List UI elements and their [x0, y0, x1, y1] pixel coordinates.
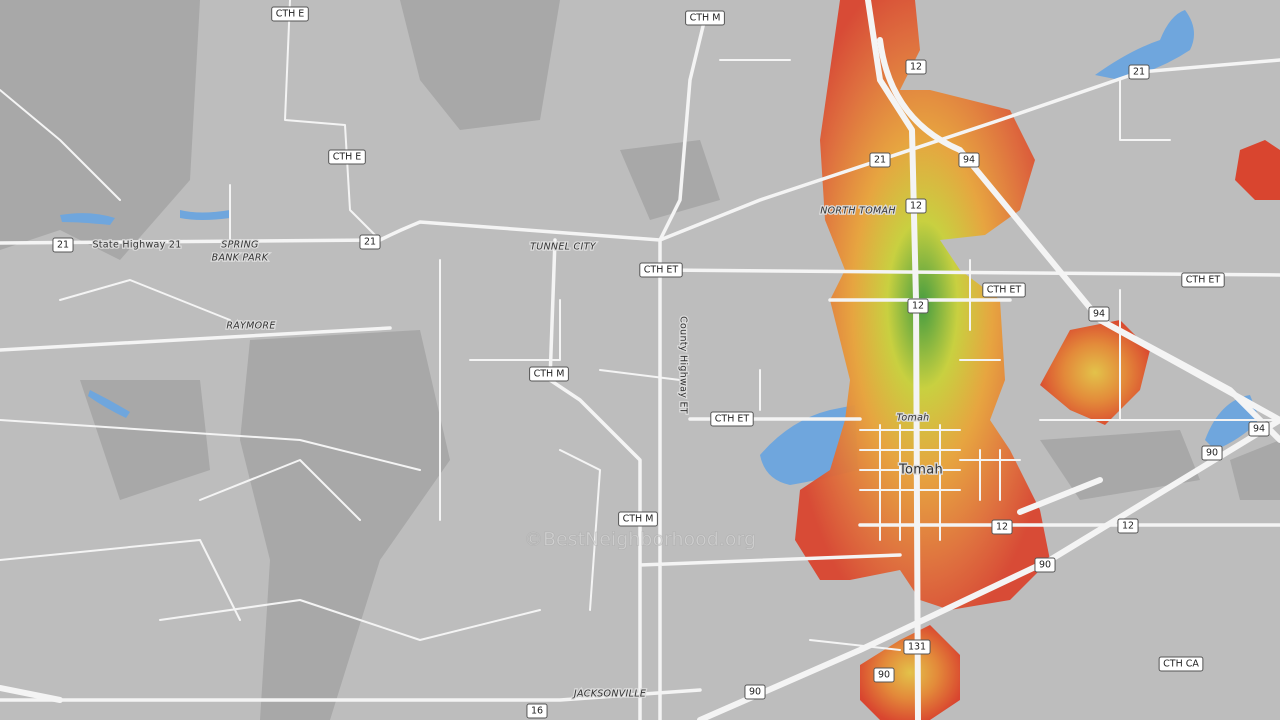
- shield-label: CTH ET: [1186, 275, 1221, 286]
- road-shield: CTH M: [618, 511, 658, 527]
- road-shield: CTH E: [271, 6, 309, 22]
- road-shield: CTH M: [529, 366, 569, 382]
- road-shield: CTH ET: [982, 282, 1026, 298]
- shield-label: 21: [364, 237, 376, 248]
- shield-label: 12: [1122, 521, 1134, 532]
- shield-box: [1088, 306, 1110, 322]
- road-shield: 21: [52, 237, 74, 253]
- place-label: County Highway ET: [678, 316, 689, 414]
- shield-box: [869, 152, 891, 168]
- place-label: SPRING: [221, 240, 258, 251]
- shield-label: 90: [878, 670, 890, 681]
- shield-box: [618, 511, 658, 527]
- shield-label: 94: [1253, 424, 1265, 435]
- shield-label: 16: [531, 706, 543, 717]
- shield-label: 131: [908, 642, 926, 653]
- road-shield: 21: [869, 152, 891, 168]
- road-shield: 90: [1201, 445, 1223, 461]
- road-shield: 16: [526, 703, 548, 719]
- road-shield: 21: [359, 234, 381, 250]
- shield-box: [710, 411, 754, 427]
- shield-label: CTH CA: [1163, 659, 1199, 670]
- shield-box: [873, 667, 895, 683]
- road-shield: 94: [1088, 306, 1110, 322]
- road-shield: 94: [1248, 421, 1270, 437]
- place-label: NORTH TOMAH: [820, 206, 896, 217]
- shield-label: 21: [874, 155, 886, 166]
- road-shield: CTH M: [685, 10, 725, 26]
- shield-box: [907, 298, 929, 314]
- shield-label: 90: [1039, 560, 1051, 571]
- shield-box: [958, 152, 980, 168]
- road-shield: 131: [903, 639, 931, 655]
- place-label: BANK PARK: [212, 253, 269, 264]
- city-label: Tomah: [898, 463, 943, 478]
- shield-box: [903, 639, 931, 655]
- road-shield: 12: [905, 59, 927, 75]
- road-shield: 21: [1128, 64, 1150, 80]
- place-label: Tomah: [896, 413, 929, 424]
- shield-label: 12: [996, 522, 1008, 533]
- road-shield: 12: [905, 198, 927, 214]
- shield-label: 12: [910, 201, 922, 212]
- shield-box: [52, 237, 74, 253]
- shield-box: [905, 198, 927, 214]
- road-shield: 90: [744, 684, 766, 700]
- road-shield: CTH CA: [1158, 656, 1204, 672]
- shield-box: [526, 703, 548, 719]
- place-labels: State Highway 21 SPRING BANK PARK TUNNEL…: [91, 204, 944, 701]
- place-label: State Highway 21: [92, 240, 181, 251]
- shield-box: [1117, 518, 1139, 534]
- shield-box: [905, 59, 927, 75]
- road-shield: CTH ET: [1181, 272, 1225, 288]
- shield-label: 90: [749, 687, 761, 698]
- shield-box: [328, 149, 366, 165]
- road-shield: 94: [958, 152, 980, 168]
- shield-label: CTH E: [276, 9, 305, 20]
- shield-box: [359, 234, 381, 250]
- shield-box: [1128, 64, 1150, 80]
- shield-label: 21: [57, 240, 69, 251]
- shield-box: [639, 262, 683, 278]
- road-shield: 90: [873, 667, 895, 683]
- shield-box: [685, 10, 725, 26]
- shield-box: [1034, 557, 1056, 573]
- shields: CTH E CTH M 12 21 CTH E 21 94 12 21 21 C…: [52, 6, 1270, 719]
- shield-label: CTH M: [534, 369, 565, 380]
- shield-box: [1181, 272, 1225, 288]
- shield-label: CTH E: [333, 152, 362, 163]
- road-shield: 90: [1034, 557, 1056, 573]
- road-shield: CTH ET: [710, 411, 754, 427]
- place-label: RAYMORE: [226, 321, 275, 332]
- shield-label: CTH M: [690, 13, 721, 24]
- shield-box: [1158, 656, 1204, 672]
- shield-label: 94: [963, 155, 975, 166]
- road-shield: CTH ET: [639, 262, 683, 278]
- shield-box: [271, 6, 309, 22]
- shield-label: 12: [910, 62, 922, 73]
- watermark: ©BestNeighborhood.org: [524, 529, 756, 551]
- shield-box: [1248, 421, 1270, 437]
- shield-label: CTH ET: [987, 285, 1022, 296]
- shield-box: [529, 366, 569, 382]
- shield-box: [982, 282, 1026, 298]
- road-shield: 12: [1117, 518, 1139, 534]
- shield-box: [991, 519, 1013, 535]
- place-label: TUNNEL CITY: [530, 242, 597, 253]
- shield-box: [744, 684, 766, 700]
- shield-box: [1201, 445, 1223, 461]
- shield-label: CTH ET: [644, 265, 679, 276]
- shield-label: CTH M: [623, 514, 654, 525]
- road-shield: 12: [907, 298, 929, 314]
- shield-label: 21: [1133, 67, 1145, 78]
- shield-label: 90: [1206, 448, 1218, 459]
- shield-label: CTH ET: [715, 414, 750, 425]
- shield-label: 94: [1093, 309, 1105, 320]
- shield-label: 12: [912, 301, 924, 312]
- road-shield: CTH E: [328, 149, 366, 165]
- road-shield: 12: [991, 519, 1013, 535]
- place-label: JACKSONVILLE: [572, 689, 646, 700]
